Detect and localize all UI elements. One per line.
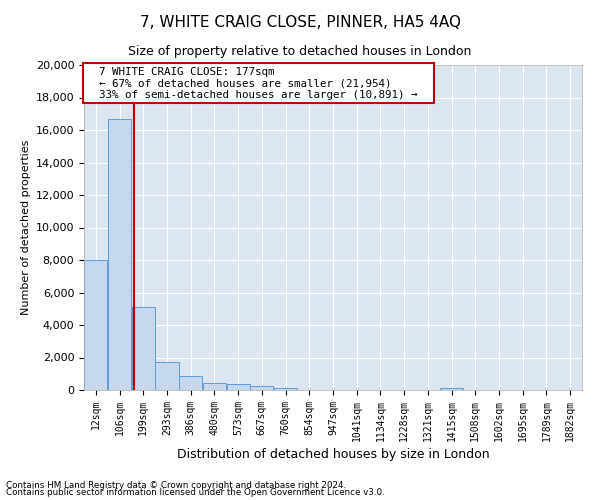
- Bar: [155, 362, 179, 390]
- Text: 7 WHITE CRAIG CLOSE: 177sqm
  ← 67% of detached houses are smaller (21,954)
  33: 7 WHITE CRAIG CLOSE: 177sqm ← 67% of det…: [86, 66, 431, 100]
- X-axis label: Distribution of detached houses by size in London: Distribution of detached houses by size …: [176, 448, 490, 461]
- Bar: [132, 307, 155, 390]
- Y-axis label: Number of detached properties: Number of detached properties: [22, 140, 31, 315]
- Text: Contains public sector information licensed under the Open Government Licence v3: Contains public sector information licen…: [6, 488, 385, 497]
- Bar: [250, 386, 274, 390]
- Bar: [440, 388, 463, 390]
- Text: 7, WHITE CRAIG CLOSE, PINNER, HA5 4AQ: 7, WHITE CRAIG CLOSE, PINNER, HA5 4AQ: [139, 15, 461, 30]
- Bar: [179, 376, 202, 390]
- Text: Contains HM Land Registry data © Crown copyright and database right 2024.: Contains HM Land Registry data © Crown c…: [6, 480, 346, 490]
- Bar: [203, 382, 226, 390]
- Bar: [85, 260, 107, 390]
- Text: Size of property relative to detached houses in London: Size of property relative to detached ho…: [128, 45, 472, 58]
- Bar: [274, 388, 297, 390]
- Bar: [227, 384, 250, 390]
- Bar: [108, 118, 131, 390]
